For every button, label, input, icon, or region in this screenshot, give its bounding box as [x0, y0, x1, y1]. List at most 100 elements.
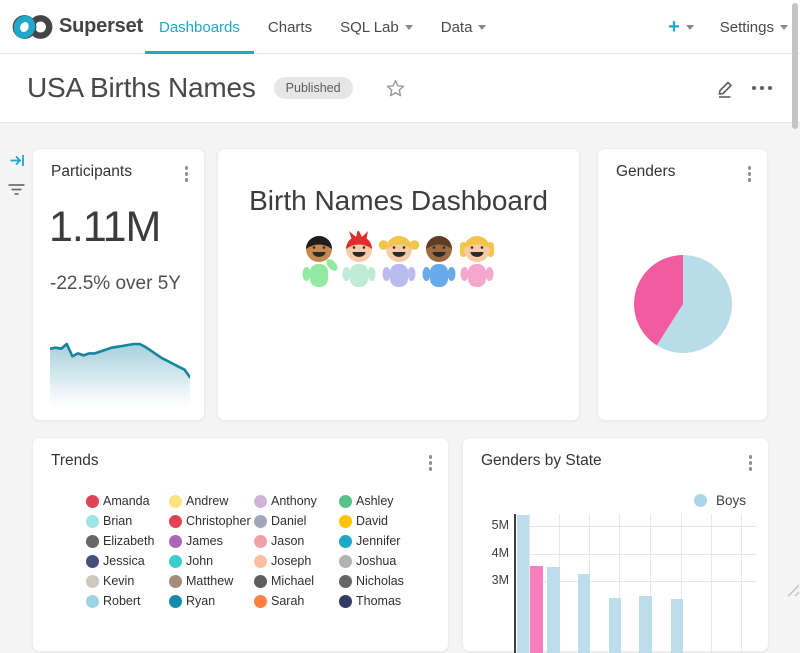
legend-dot — [254, 575, 267, 588]
legend-item-brian[interactable]: Brian — [86, 514, 169, 528]
more-options-button[interactable] — [752, 86, 772, 90]
legend-item-kevin[interactable]: Kevin — [86, 574, 169, 588]
legend-dot — [339, 535, 352, 548]
legend-item-jason[interactable]: Jason — [254, 534, 339, 548]
legend-item-jessica[interactable]: Jessica — [86, 554, 169, 568]
legend-item-robert[interactable]: Robert — [86, 594, 169, 608]
legend-item-michael[interactable]: Michael — [254, 574, 339, 588]
settings-menu[interactable]: Settings — [720, 19, 788, 36]
legend-label: Joshua — [356, 554, 396, 568]
legend-dot — [86, 555, 99, 568]
caret-down-icon — [686, 25, 694, 30]
y-axis-tick-label: 3M — [475, 573, 509, 587]
tab-label: SQL Lab — [340, 19, 399, 36]
legend-dot — [339, 515, 352, 528]
legend-item-joseph[interactable]: Joseph — [254, 554, 339, 568]
legend-dot — [169, 595, 182, 608]
y-axis-tick-label: 4M — [475, 546, 509, 560]
legend-item-elizabeth[interactable]: Elizabeth — [86, 534, 169, 548]
brand-name: Superset — [59, 15, 143, 38]
trend-delta-label: -22.5% over 5Y — [50, 273, 181, 295]
caret-down-icon — [405, 25, 413, 30]
y-axis-line — [514, 514, 516, 653]
legend-item-jennifer[interactable]: Jennifer — [339, 534, 424, 548]
kebab-menu-button[interactable] — [425, 452, 437, 474]
published-badge[interactable]: Published — [274, 77, 353, 99]
legend-item-anthony[interactable]: Anthony — [254, 494, 339, 508]
legend-dot — [339, 555, 352, 568]
legend-item-thomas[interactable]: Thomas — [339, 594, 424, 608]
legend-label: Nicholas — [356, 574, 404, 588]
legend-dot — [339, 495, 352, 508]
legend-dot — [339, 575, 352, 588]
pencil-icon — [715, 78, 736, 99]
dashboard-title-text: Birth Names Dashboard — [218, 185, 579, 217]
legend-label: Ryan — [186, 594, 215, 608]
legend-item-matthew[interactable]: Matthew — [169, 574, 254, 588]
bar — [578, 574, 590, 653]
bar — [671, 599, 683, 653]
legend-label: Amanda — [103, 494, 150, 508]
legend-dot — [254, 515, 267, 528]
caret-down-icon — [478, 25, 486, 30]
legend-label: Andrew — [186, 494, 228, 508]
legend-label: Elizabeth — [103, 534, 154, 548]
legend-label: Matthew — [186, 574, 233, 588]
legend-label: Michael — [271, 574, 314, 588]
ellipsis-icon — [752, 86, 756, 90]
gridline-horizontal — [514, 554, 756, 555]
page-title: USA Births Names — [27, 72, 256, 104]
legend-dot — [169, 535, 182, 548]
header-actions — [715, 78, 772, 99]
superset-brand[interactable]: Superset — [0, 0, 143, 53]
gridline-horizontal — [514, 526, 756, 527]
card-title: Genders — [616, 163, 675, 181]
legend-item-james[interactable]: James — [169, 534, 254, 548]
legend-label: Jennifer — [356, 534, 400, 548]
legend-item-daniel[interactable]: Daniel — [254, 514, 339, 528]
star-icon — [385, 78, 406, 99]
legend-dot — [169, 575, 182, 588]
legend-item-joshua[interactable]: Joshua — [339, 554, 424, 568]
legend-item-john[interactable]: John — [169, 554, 254, 568]
gridline-vertical — [741, 514, 742, 653]
favorite-button[interactable] — [385, 78, 406, 99]
legend-label: Brian — [103, 514, 132, 528]
legend-item-david[interactable]: David — [339, 514, 424, 528]
scrollbar-thumb[interactable] — [792, 3, 798, 129]
legend-item-nicholas[interactable]: Nicholas — [339, 574, 424, 588]
expand-filter-bar-button[interactable] — [9, 152, 26, 174]
new-item-button[interactable]: + — [668, 17, 694, 37]
resize-handle-icon[interactable] — [786, 583, 799, 596]
kebab-menu-button[interactable] — [744, 163, 756, 185]
legend-item-andrew[interactable]: Andrew — [169, 494, 254, 508]
filter-icon — [8, 182, 25, 197]
trends-card: Trends AmandaAndrewAnthonyAshleyBrianChr… — [32, 437, 449, 652]
participants-sparkline-chart — [50, 335, 190, 410]
tab-charts[interactable]: Charts — [254, 0, 326, 54]
legend-item-ryan[interactable]: Ryan — [169, 594, 254, 608]
legend-item-sarah[interactable]: Sarah — [254, 594, 339, 608]
participants-card: Participants 1.11M -22.5% over 5Y — [32, 148, 205, 421]
kebab-menu-button[interactable] — [181, 163, 193, 185]
legend-label: Jessica — [103, 554, 145, 568]
legend-label: Robert — [103, 594, 141, 608]
legend-item-amanda[interactable]: Amanda — [86, 494, 169, 508]
legend-dot — [169, 555, 182, 568]
tab-sql-lab[interactable]: SQL Lab — [326, 0, 427, 54]
trends-legend: Amanda Andrew AnthonyAshley Brian Christophe… — [86, 491, 424, 611]
legend-dot — [86, 515, 99, 528]
legend-label: Daniel — [271, 514, 306, 528]
legend-label: Sarah — [271, 594, 304, 608]
big-number-value: 1.11M — [49, 203, 160, 252]
tab-data[interactable]: Data — [427, 0, 501, 54]
filter-bar-button[interactable] — [8, 182, 25, 202]
genders-by-state-plot: 5M4M3M — [463, 438, 768, 653]
legend-dot — [339, 595, 352, 608]
tab-dashboards[interactable]: Dashboards — [145, 0, 254, 54]
legend-item-ashley[interactable]: Ashley — [339, 494, 424, 508]
legend-label: Jason — [271, 534, 304, 548]
legend-item-christopher[interactable]: Christopher — [169, 514, 254, 528]
edit-dashboard-button[interactable] — [715, 78, 736, 99]
legend-dot — [86, 575, 99, 588]
